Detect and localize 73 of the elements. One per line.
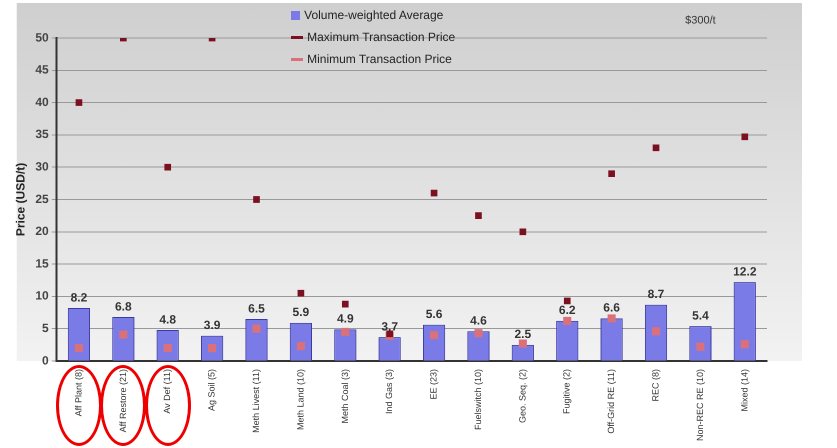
- point: [253, 196, 260, 203]
- x-tick-label: EE (23): [428, 368, 439, 400]
- y-tick-label: 45: [35, 62, 50, 77]
- point: [119, 330, 128, 339]
- data-label: 8.7: [648, 287, 665, 302]
- data-label: 6.8: [114, 299, 132, 314]
- y-tick-label: 40: [35, 94, 50, 109]
- data-label: 6.2: [558, 303, 576, 318]
- x-tick-label: Mixed (14): [739, 368, 750, 412]
- point: [252, 324, 261, 333]
- x-tick-label: Meth Coal (3): [340, 368, 350, 424]
- data-label: 4.8: [159, 312, 176, 326]
- point: [652, 144, 660, 152]
- x-tick-label: Meth Land (10): [295, 368, 306, 430]
- point: [430, 331, 438, 340]
- point: [74, 344, 83, 352]
- x-tick-label: Ind Gas (3): [384, 368, 394, 414]
- y-tick-label: 0: [42, 353, 50, 368]
- data-label: 4.6: [470, 314, 488, 328]
- y-tick-label: 15: [35, 256, 50, 270]
- data-label: 3.7: [381, 319, 398, 334]
- point: [741, 134, 748, 140]
- y-tick-label: 25: [35, 192, 50, 206]
- point: [296, 342, 305, 350]
- x-tick-label: Ag Soil (5): [206, 368, 217, 412]
- y-tick-label: 35: [35, 127, 50, 142]
- legend-label: Minimum Transaction Price: [307, 51, 452, 68]
- x-tick-label: Av Def (11): [162, 368, 172, 414]
- data-label: 5.9: [292, 305, 310, 320]
- point: [608, 314, 616, 322]
- point: [164, 164, 172, 171]
- y-tick-label: 50: [35, 30, 50, 44]
- legend-label: Maximum Transaction Price: [307, 29, 456, 46]
- point: [563, 316, 572, 325]
- data-label: 12.2: [733, 264, 757, 278]
- data-label: 2.5: [514, 327, 532, 342]
- x-tick-label: Off-Grid RE (11): [606, 368, 616, 434]
- point: [76, 99, 82, 106]
- point: [740, 340, 749, 348]
- point: [430, 190, 438, 196]
- data-label: 3.9: [204, 318, 221, 332]
- y-axis-title: Price (USD/t): [14, 162, 28, 236]
- point: [520, 228, 526, 236]
- data-label: 8.2: [70, 290, 88, 304]
- point: [341, 328, 350, 336]
- x-tick-label: Geo. Seq. (2): [517, 368, 528, 424]
- point: [298, 290, 304, 296]
- point: [475, 212, 482, 219]
- x-tick-label: Fuelswitch (10): [472, 368, 483, 430]
- y-tick-label: 5: [42, 320, 50, 335]
- x-tick-label: Aff Restore (21): [118, 368, 128, 432]
- x-tick-label: Non-REC RE (10): [694, 368, 705, 442]
- point: [608, 170, 615, 177]
- point: [564, 298, 571, 304]
- data-label: 6.6: [603, 300, 620, 315]
- point: [386, 330, 394, 338]
- point: [342, 300, 349, 308]
- y-tick-label: 10: [35, 288, 50, 303]
- y-tick-label: 20: [35, 224, 50, 238]
- point: [652, 327, 660, 336]
- data-label: 5.6: [426, 307, 443, 322]
- x-tick-label: Aff Plant (8): [73, 368, 84, 416]
- text: $300/t: [685, 14, 716, 27]
- x-tick-label: REC (8): [650, 368, 661, 402]
- x-tick-label: Fugitive (2): [562, 368, 572, 414]
- y-tick-label: 30: [35, 160, 50, 174]
- legend-label: Volume-weighted Average: [304, 7, 444, 24]
- point: [474, 329, 482, 338]
- data-label: 4.9: [336, 312, 354, 326]
- data-label: 6.5: [248, 301, 266, 316]
- data-label: 5.4: [692, 308, 710, 322]
- x-tick-label: Meth Livest (11): [250, 368, 261, 433]
- point: [518, 340, 527, 348]
